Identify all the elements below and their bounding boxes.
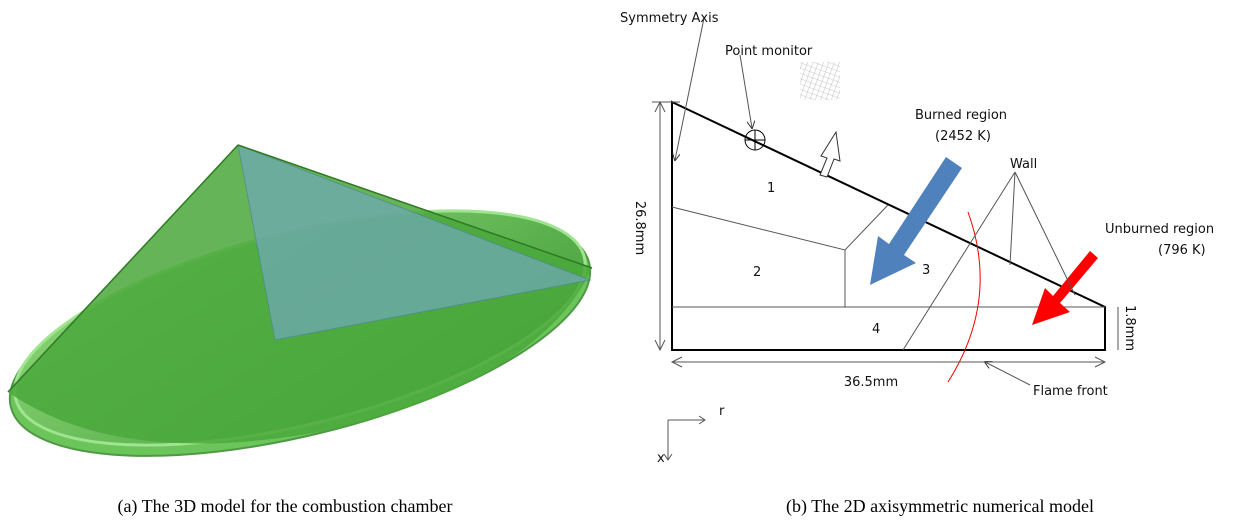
axis-label: r (719, 404, 725, 419)
caption: (b) The 2D axisymmetric numerical model (786, 496, 1094, 517)
axis-label: x (657, 451, 665, 466)
dimension: 36.5mm (844, 375, 898, 390)
dimension: 26.8mm (632, 201, 647, 255)
region-label: 3 (922, 263, 930, 278)
dimension: 1.8mm (1122, 305, 1137, 351)
caption: (a) The 3D model for the combustion cham… (117, 496, 452, 517)
label: Burned region (915, 108, 1007, 123)
label: Unburned region (1105, 222, 1214, 237)
label: Point monitor (725, 44, 813, 59)
label: (2452 K) (935, 129, 991, 144)
label: Flame front (1033, 384, 1108, 399)
cone-model (0, 145, 613, 504)
label: (796 K) (1158, 243, 1206, 258)
region-label: 1 (767, 181, 775, 196)
region-label: 4 (872, 322, 880, 337)
label: Symmetry Axis (620, 11, 719, 26)
label: Wall (1010, 157, 1037, 172)
figure: (a) The 3D model for the combustion cham… (0, 0, 1247, 530)
region-label: 2 (753, 265, 761, 280)
